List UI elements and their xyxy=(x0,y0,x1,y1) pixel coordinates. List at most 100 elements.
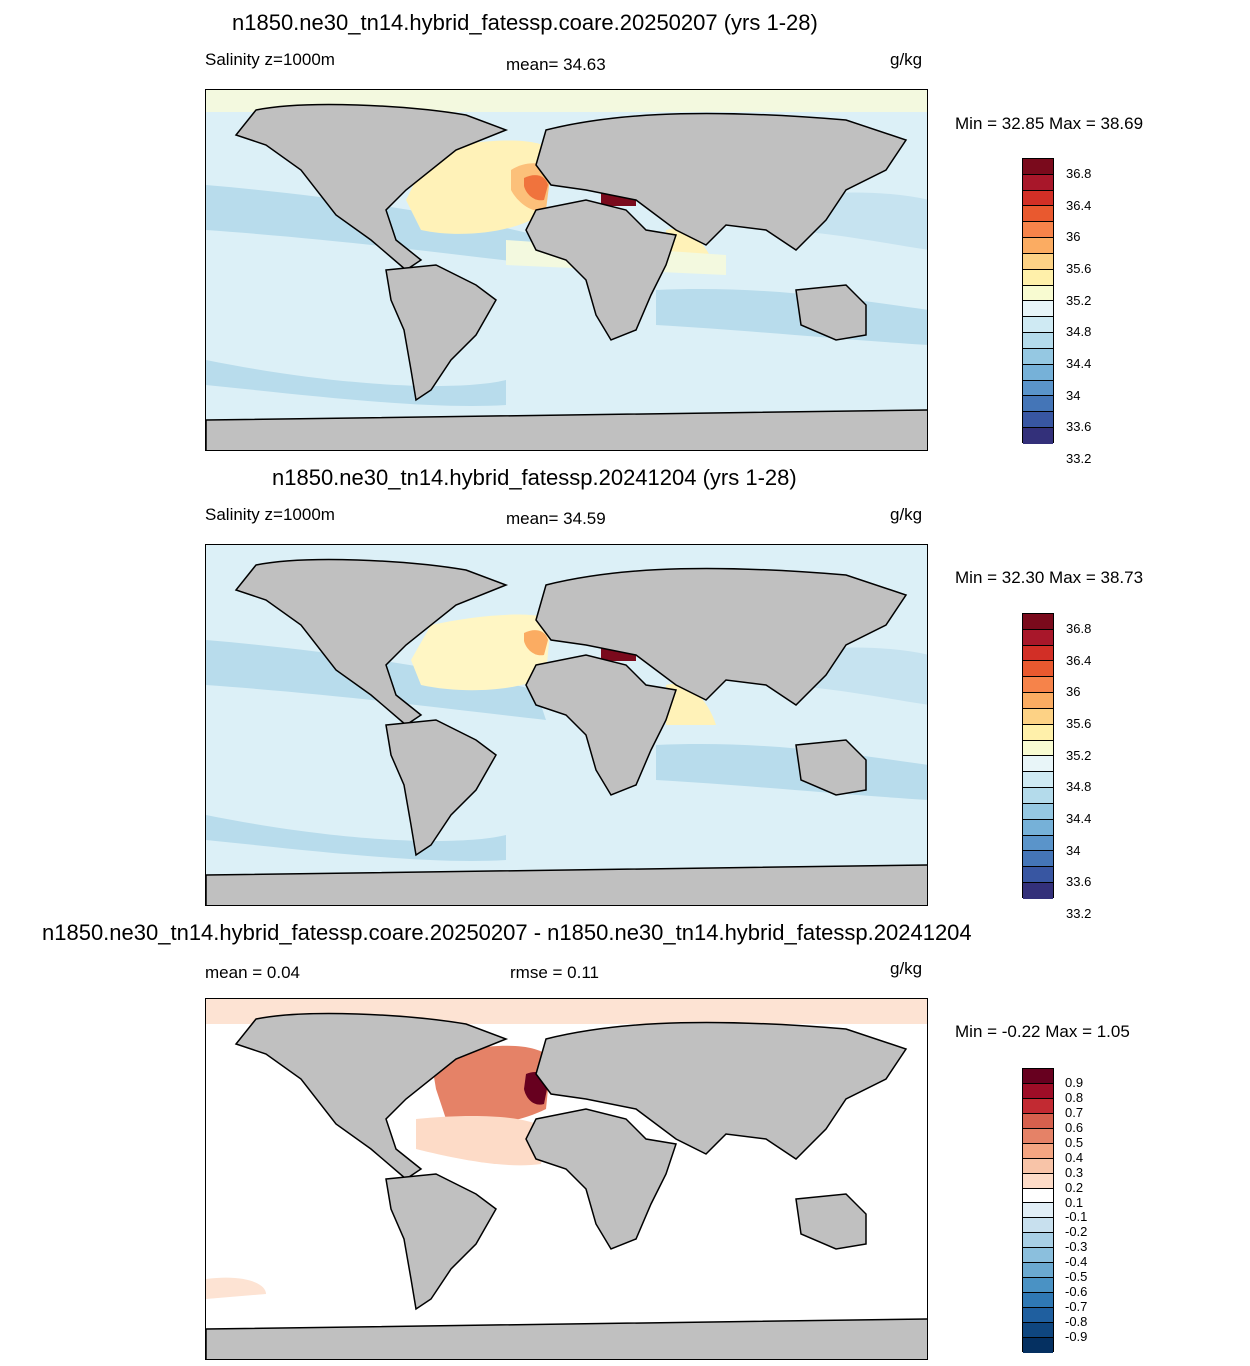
panel1-colorbar-swatch xyxy=(1023,159,1053,175)
panel2-colorbar-label: 36.8 xyxy=(1066,620,1092,636)
panel2-colorbar-swatch xyxy=(1023,788,1053,804)
panel3-rmse-label: rmse = 0.11 xyxy=(510,963,599,982)
panel2-colorbar xyxy=(1022,613,1054,899)
panel3-colorbar-swatch xyxy=(1023,1322,1053,1338)
panel3-colorbar-label: -0.2 xyxy=(1065,1224,1088,1240)
panel3-colorbar-label: 0.8 xyxy=(1065,1089,1084,1105)
panel2-colorbar-label: 33.2 xyxy=(1066,905,1092,921)
panel3-colorbar-swatch xyxy=(1023,1173,1053,1189)
panel3-colorbar-swatch xyxy=(1023,1263,1053,1279)
panel1-colorbar-swatch xyxy=(1023,317,1053,334)
panel3-colorbar-label: 0.5 xyxy=(1065,1134,1084,1150)
panel2-colorbar-swatch xyxy=(1023,740,1053,757)
panel2-colorbar-swatch xyxy=(1023,724,1053,741)
panel3-colorbar-swatch xyxy=(1023,1203,1053,1219)
panel1-colorbar-swatch xyxy=(1023,222,1053,239)
panel1-mean-label: mean= 34.63 xyxy=(506,55,606,74)
panel3-colorbar-swatch xyxy=(1023,1143,1053,1159)
panel1-colorbar-swatch xyxy=(1023,380,1053,397)
panel3-colorbar-label: -0.9 xyxy=(1065,1329,1088,1345)
panel2-colorbar-swatch xyxy=(1023,772,1053,789)
panel3-title: n1850.ne30_tn14.hybrid_fatessp.coare.202… xyxy=(42,920,972,945)
panel3-colorbar-swatch xyxy=(1023,1233,1053,1249)
panel2-title: n1850.ne30_tn14.hybrid_fatessp.20241204 … xyxy=(272,465,797,490)
panel3-colorbar-swatch xyxy=(1023,1188,1053,1204)
panel3-colorbar-swatch xyxy=(1023,1083,1053,1099)
panel2-colorbar-swatch xyxy=(1023,819,1053,836)
panel1-variable-label: Salinity z=1000m xyxy=(205,50,335,69)
panel2-colorbar-swatch xyxy=(1023,851,1053,868)
panel1-colorbar-label: 33.6 xyxy=(1066,419,1092,435)
panel2-colorbar-swatch xyxy=(1023,756,1053,773)
panel2-colorbar-swatch xyxy=(1023,867,1053,884)
panel3-colorbar-label: -0.5 xyxy=(1065,1269,1088,1285)
panel1-map xyxy=(205,89,928,451)
panel2-colorbar-swatch xyxy=(1023,803,1053,820)
panel1-colorbar-swatch xyxy=(1023,190,1053,207)
panel1-colorbar xyxy=(1022,158,1054,444)
panel3-colorbar-swatch xyxy=(1023,1128,1053,1144)
panel3-colorbar-label: -0.6 xyxy=(1065,1284,1088,1300)
panel2-colorbar-label: 34 xyxy=(1066,842,1081,858)
panel1-colorbar-swatch xyxy=(1023,333,1053,349)
panel1-colorbar-label: 34 xyxy=(1066,387,1081,403)
panel1-colorbar-swatch xyxy=(1023,364,1053,381)
panel3-colorbar-swatch xyxy=(1023,1293,1053,1308)
panel3-colorbar-swatch xyxy=(1023,1278,1053,1294)
panel3-mean-label: mean = 0.04 xyxy=(205,963,300,982)
panel1-colorbar-label: 34.4 xyxy=(1066,355,1092,371)
panel1-colorbar-swatch xyxy=(1023,285,1053,302)
panel3-map xyxy=(205,998,928,1360)
panel1-colorbar-label: 35.2 xyxy=(1066,292,1092,308)
panel1-colorbar-swatch xyxy=(1023,396,1053,413)
panel2-colorbar-swatch xyxy=(1023,645,1053,662)
panel3-colorbar-swatch xyxy=(1023,1098,1053,1114)
panel1-colorbar-swatch xyxy=(1023,301,1053,318)
panel2-mean-label: mean= 34.59 xyxy=(506,509,606,528)
panel1-colorbar-swatch xyxy=(1023,428,1053,444)
panel2-colorbar-swatch xyxy=(1023,661,1053,678)
panel2-colorbar-swatch xyxy=(1023,835,1053,852)
panel3-colorbar-swatch xyxy=(1023,1113,1053,1129)
panel3-colorbar-label: -0.4 xyxy=(1065,1254,1088,1270)
panel3-minmax: Min = -0.22 Max = 1.05 xyxy=(955,1022,1130,1041)
panel1-colorbar-label: 36.4 xyxy=(1066,197,1092,213)
panel1-units: g/kg xyxy=(890,50,923,69)
panel3-colorbar-swatch xyxy=(1023,1337,1053,1353)
panel1-colorbar-label: 33.2 xyxy=(1066,450,1092,466)
panel1-colorbar-label: 36 xyxy=(1066,229,1081,245)
panel3-colorbar xyxy=(1022,1068,1054,1353)
panel1-minmax: Min = 32.85 Max = 38.69 xyxy=(955,114,1144,133)
panel3-colorbar-label: -0.3 xyxy=(1065,1239,1088,1255)
panel2-map xyxy=(205,544,928,906)
panel3-colorbar-swatch xyxy=(1023,1248,1053,1264)
panel1-colorbar-swatch xyxy=(1023,348,1053,365)
panel1-colorbar-swatch xyxy=(1023,206,1053,223)
panel1-colorbar-swatch xyxy=(1023,253,1053,270)
panel1-colorbar-label: 36.8 xyxy=(1066,165,1092,181)
panel2-minmax: Min = 32.30 Max = 38.73 xyxy=(955,568,1144,587)
panel3-colorbar-swatch xyxy=(1023,1069,1053,1084)
panel2-colorbar-label: 36.4 xyxy=(1066,652,1092,668)
panel2-colorbar-swatch xyxy=(1023,677,1053,694)
panel2-colorbar-label: 33.6 xyxy=(1066,874,1092,890)
panel1-colorbar-swatch xyxy=(1023,238,1053,254)
panel3-colorbar-label: 0.1 xyxy=(1065,1194,1084,1210)
panel3-colorbar-label: 0.9 xyxy=(1065,1074,1084,1090)
panel3-colorbar-label: -0.7 xyxy=(1065,1299,1088,1315)
panel3-colorbar-label: -0.1 xyxy=(1065,1209,1088,1225)
panel2-colorbar-label: 35.6 xyxy=(1066,715,1092,731)
panel1-colorbar-swatch xyxy=(1023,269,1053,286)
panel3-units: g/kg xyxy=(890,959,923,978)
panel3-colorbar-label: 0.6 xyxy=(1065,1119,1084,1135)
panel2-colorbar-swatch xyxy=(1023,693,1053,709)
panel1-title: n1850.ne30_tn14.hybrid_fatessp.coare.202… xyxy=(232,10,818,35)
panel3-colorbar-swatch xyxy=(1023,1158,1053,1174)
panel2-colorbar-label: 34.8 xyxy=(1066,779,1092,795)
panel2-colorbar-swatch xyxy=(1023,614,1053,630)
panel3-colorbar-swatch xyxy=(1023,1218,1053,1234)
panel3-colorbar-swatch xyxy=(1023,1308,1053,1323)
panel2-colorbar-label: 34.4 xyxy=(1066,810,1092,826)
panel1-colorbar-label: 34.8 xyxy=(1066,324,1092,340)
panel2-colorbar-swatch xyxy=(1023,708,1053,725)
